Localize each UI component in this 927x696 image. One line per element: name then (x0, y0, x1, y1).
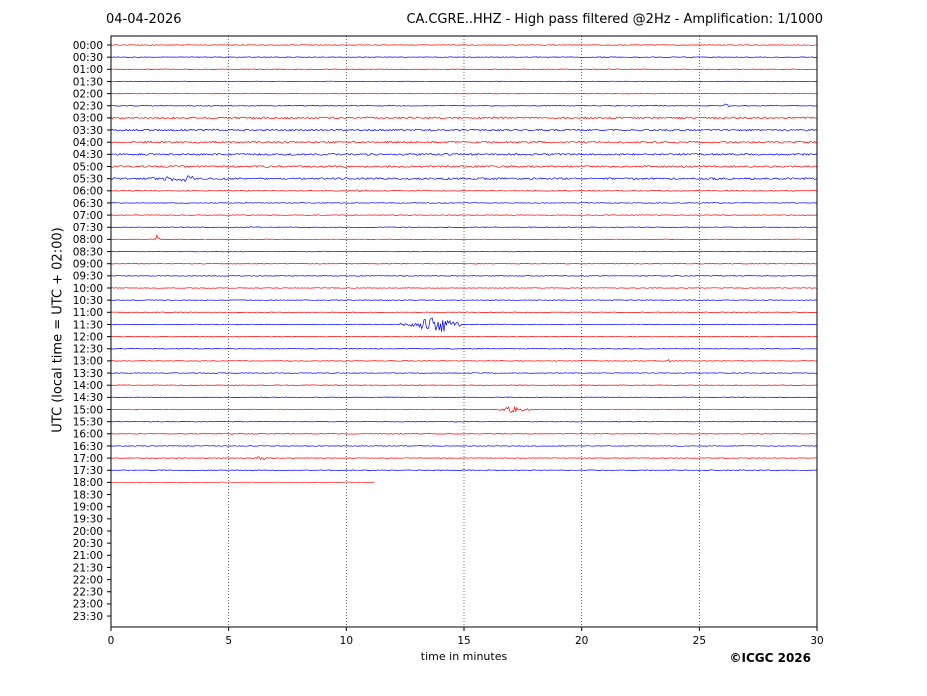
trace-line (110, 263, 818, 265)
trace-line (110, 384, 818, 386)
trace-line (110, 164, 818, 169)
y-tick-label: 13:30 (73, 368, 103, 380)
y-tick-label: 01:00 (73, 64, 103, 76)
y-tick-label: 10:00 (73, 283, 103, 295)
y-tick-label: 00:00 (73, 40, 103, 52)
trace-line (110, 214, 818, 216)
trace-line (110, 317, 818, 332)
y-tick-label: 14:00 (73, 380, 103, 392)
x-tick-label: 0 (108, 635, 115, 647)
y-tick-label: 01:30 (73, 76, 103, 88)
trace-line (110, 103, 818, 108)
y-tick-label: 18:30 (73, 489, 103, 501)
y-tick-label: 20:00 (73, 526, 103, 538)
trace-line (110, 469, 818, 471)
y-tick-label: 04:30 (73, 149, 103, 161)
y-tick-label: 05:00 (73, 161, 103, 173)
y-tick-label: 15:30 (73, 416, 103, 428)
trace-line (110, 433, 818, 435)
y-tick-label: 09:00 (73, 259, 103, 271)
trace-line (110, 396, 818, 399)
trace-line (110, 189, 818, 193)
y-tick-label: 23:30 (73, 611, 103, 623)
y-tick-label: 18:00 (73, 477, 103, 489)
y-tick-label: 04:00 (73, 137, 103, 149)
trace-line (110, 234, 818, 241)
trace-line (110, 445, 818, 447)
y-tick-label: 17:30 (73, 465, 103, 477)
y-tick-label: 02:30 (73, 101, 103, 113)
y-tick-label: 22:00 (73, 574, 103, 586)
y-tick-label: 21:30 (73, 562, 103, 574)
y-tick-label: 20:30 (73, 538, 103, 550)
y-tick-label: 23:00 (73, 599, 103, 611)
y-tick-label: 06:00 (73, 186, 103, 198)
trace-line (111, 481, 375, 484)
trace-line (110, 80, 817, 83)
trace-line (111, 68, 818, 70)
y-tick-label: 13:00 (73, 356, 103, 368)
y-tick-label: 03:30 (73, 125, 103, 137)
y-tick-label: 22:30 (73, 587, 103, 599)
trace-line (110, 175, 818, 183)
x-axis-label: time in minutes (420, 650, 508, 663)
x-tick-label: 30 (810, 635, 823, 647)
y-tick-label: 02:00 (73, 88, 103, 100)
y-tick-label: 03:00 (73, 113, 103, 125)
y-tick-label: 10:30 (73, 295, 103, 307)
y-tick-label: 15:00 (73, 404, 103, 416)
y-tick-label: 06:30 (73, 198, 103, 210)
trace-line (110, 152, 818, 156)
trace-line (110, 311, 818, 313)
x-tick-label: 25 (693, 635, 706, 647)
trace-line (110, 56, 817, 58)
y-tick-label: 19:00 (73, 502, 103, 514)
trace-line (110, 372, 818, 374)
y-tick-label: 07:00 (73, 210, 103, 222)
trace-line (110, 44, 818, 46)
trace-line (110, 420, 818, 423)
y-tick-label: 09:30 (73, 271, 103, 283)
x-tick-label: 15 (457, 635, 470, 647)
trace-line (110, 335, 818, 338)
chart-title: CA.CGRE..HHZ - High pass filtered @2Hz -… (406, 12, 823, 27)
y-tick-label: 07:30 (73, 222, 103, 234)
trace-line (110, 359, 818, 363)
x-tick-label: 5 (225, 635, 232, 647)
trace-line (110, 128, 818, 132)
trace-line (110, 250, 818, 253)
y-tick-label: 12:30 (73, 344, 103, 356)
trace-line (110, 347, 818, 350)
trace-line (110, 456, 817, 461)
trace-line (110, 202, 818, 204)
y-tick-label: 08:30 (73, 246, 103, 258)
y-tick-label: 19:30 (73, 514, 103, 526)
y-tick-label: 11:30 (73, 319, 103, 331)
y-tick-label: 05:30 (73, 173, 103, 185)
trace-line (110, 299, 818, 301)
trace-line (110, 287, 818, 289)
y-tick-label: 16:30 (73, 441, 103, 453)
chart-date: 04-04-2026 (106, 12, 182, 27)
trace-line (110, 140, 818, 144)
y-tick-label: 00:30 (73, 52, 103, 64)
x-tick-label: 10 (340, 635, 353, 647)
y-tick-label: 21:00 (73, 550, 103, 562)
trace-line (110, 405, 818, 413)
y-tick-label: 08:00 (73, 234, 103, 246)
trace-line (110, 92, 818, 95)
y-tick-label: 16:00 (73, 429, 103, 441)
y-tick-label: 11:00 (73, 307, 103, 319)
trace-line (110, 275, 818, 277)
x-tick-label: 20 (575, 635, 588, 647)
copyright-text: ©ICGC 2026 (729, 651, 811, 665)
trace-line (110, 116, 818, 120)
y-tick-label: 17:00 (73, 453, 103, 465)
y-tick-label: 12:00 (73, 331, 103, 343)
trace-line (110, 226, 818, 228)
plot-frame (110, 35, 818, 628)
y-tick-label: 14:30 (73, 392, 103, 404)
